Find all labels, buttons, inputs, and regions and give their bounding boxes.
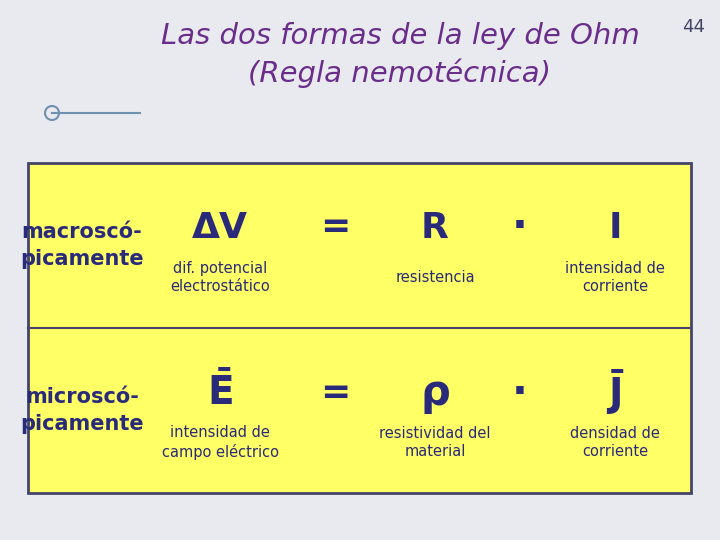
Text: densidad de
corriente: densidad de corriente xyxy=(570,426,660,460)
Text: $\mathbf{\bar{J}}$: $\mathbf{\bar{J}}$ xyxy=(606,368,624,417)
Text: microscó-
picamente: microscó- picamente xyxy=(20,387,144,434)
Text: resistividad del
material: resistividad del material xyxy=(379,426,491,460)
FancyBboxPatch shape xyxy=(28,163,691,493)
Text: ΔV: ΔV xyxy=(192,211,248,245)
Text: Las dos formas de la ley de Ohm: Las dos formas de la ley de Ohm xyxy=(161,22,639,50)
Text: ρ: ρ xyxy=(420,372,450,414)
Text: intensidad de
corriente: intensidad de corriente xyxy=(565,261,665,294)
Text: $\mathbf{\bar{E}}$: $\mathbf{\bar{E}}$ xyxy=(207,372,233,414)
Text: I: I xyxy=(608,211,622,245)
Text: ·: · xyxy=(512,372,528,414)
Text: 44: 44 xyxy=(682,18,705,36)
Text: =: = xyxy=(320,211,350,245)
Text: ·: · xyxy=(512,206,528,248)
Text: =: = xyxy=(320,375,350,409)
Text: (Regla nemotécnica): (Regla nemotécnica) xyxy=(248,58,552,87)
Text: R: R xyxy=(421,211,449,245)
Text: macroscó-
picamente: macroscó- picamente xyxy=(20,222,144,269)
Text: intensidad de
campo eléctrico: intensidad de campo eléctrico xyxy=(161,425,279,460)
Text: dif. potencial
electrostático: dif. potencial electrostático xyxy=(170,261,270,294)
Text: resistencia: resistencia xyxy=(395,270,474,285)
